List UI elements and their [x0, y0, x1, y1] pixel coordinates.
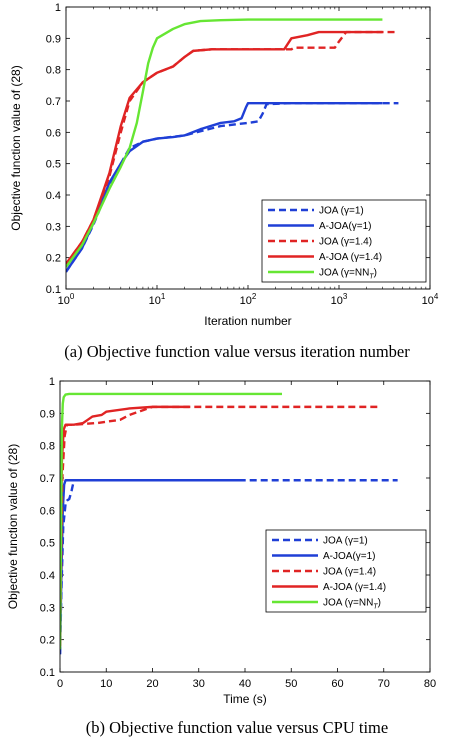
x-tick-label: 70: [378, 678, 390, 690]
series-line-red-dashed: [60, 405, 380, 647]
series-line-green-solid: [66, 18, 383, 268]
y-tick-label: 0.9: [40, 408, 55, 420]
axes-box: [65, 6, 431, 290]
x-tick-label: 103: [331, 292, 348, 307]
legend-entry-label: A-JOA (γ=1.4): [319, 252, 382, 263]
y-tick-label: 0.4: [46, 190, 61, 202]
y-tick-label: 0.1: [40, 667, 55, 679]
legend-entry-label: A-JOA (γ=1.4): [323, 582, 386, 593]
y-tick-label: 0.6: [46, 127, 61, 139]
legend-entry-label: A-JOA(γ=1): [323, 551, 376, 562]
x-tick-label: 104: [422, 292, 439, 307]
chart-panel-a: 100 101 102 103 104 0.1 0.2 0.3 0.4 0.5 0.6 0.7 0.8 0…: [9, 2, 439, 361]
legend-entry-label: JOA (γ=1): [319, 206, 364, 217]
figure-caption: (b) Objective function value versus CPU …: [86, 718, 388, 737]
x-axis-label: Iteration number: [204, 314, 291, 328]
x-axis-label: Time (s): [223, 692, 267, 706]
y-tick-label: 0.1: [46, 284, 61, 296]
y-tick-label: 0.3: [46, 221, 61, 233]
y-tick-label: 0.2: [46, 253, 61, 265]
y-tick-label: 0.4: [40, 570, 55, 582]
x-tick-label: 20: [146, 678, 158, 690]
axes-box: [59, 380, 431, 673]
legend: JOA (γ=1) A-JOA(γ=1) JOA (γ=1.4) A-JOA (γ=1…: [265, 529, 427, 613]
y-tick-label: 0.7: [46, 96, 61, 108]
figure-caption: (a) Objective function value versus iter…: [64, 342, 410, 361]
legend-entry-label: A-JOA(γ=1): [319, 221, 372, 232]
y-tick-label: 0.9: [46, 33, 61, 45]
x-tick-label: 100: [58, 292, 75, 307]
legend-entry-label: JOA (γ=NNT): [323, 598, 381, 611]
x-tick-label: 50: [285, 678, 297, 690]
x-tick-label: 40: [239, 678, 251, 690]
plot-area: [60, 381, 430, 672]
x-tick-label: 0: [57, 678, 63, 690]
series-line-red-solid: [60, 405, 190, 647]
x-tick-label: 102: [240, 292, 257, 307]
legend-entry-label: JOA (γ=1): [323, 536, 368, 547]
series-line-green-solid: [60, 392, 282, 650]
legend-entry-label: JOA (γ=1.4): [323, 567, 376, 578]
x-tick-label: 30: [193, 678, 205, 690]
y-tick-label: 0.5: [40, 538, 55, 550]
legend: JOA (γ=1) A-JOA(γ=1) JOA (γ=1.4) A-JOA (γ=1…: [261, 199, 427, 283]
y-axis-label: Objective function value of (28): [6, 444, 20, 609]
y-tick-label: 1: [49, 376, 55, 388]
y-tick-label: 0.2: [40, 635, 55, 647]
y-tick-label: 0.3: [40, 602, 55, 614]
x-tick-label: 60: [331, 678, 343, 690]
legend-box: [261, 199, 427, 283]
legend-entry-label: JOA (γ=NNT): [319, 268, 377, 281]
y-tick-label: 0.5: [46, 159, 61, 171]
series-line-blue-solid: [66, 101, 383, 273]
y-tick-label: 0.6: [40, 505, 55, 517]
y-tick-label: 0.7: [40, 473, 55, 485]
x-tick-label: 101: [149, 292, 166, 307]
y-tick-label: 0.8: [40, 441, 55, 453]
series-line-red-solid: [66, 30, 383, 265]
x-tick-label: 10: [100, 678, 112, 690]
x-tick-label: 80: [424, 678, 436, 690]
chart-panel-b: 0 10 20 30 40 50 60 70 80 0.1 0.2 0.3 0.4 0.5 0.6 0.7 0.…: [6, 376, 436, 737]
y-axis-label: Objective function value of (28): [9, 65, 23, 230]
y-tick-label: 1: [55, 2, 61, 14]
legend-box: [265, 529, 427, 613]
legend-entry-label: JOA (γ=1.4): [319, 237, 372, 248]
y-tick-label: 0.8: [46, 65, 61, 77]
